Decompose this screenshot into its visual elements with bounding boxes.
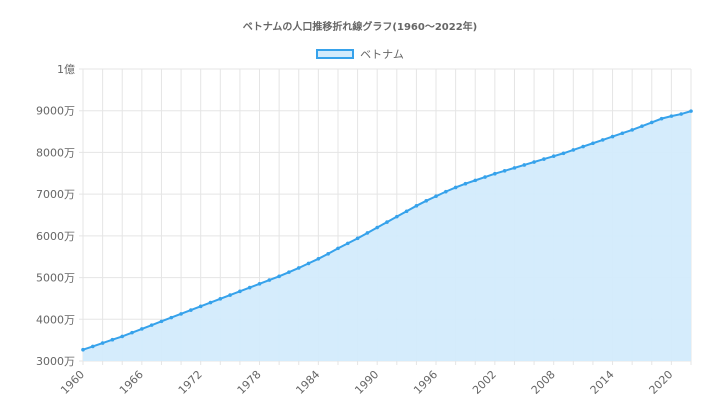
data-point: [355, 236, 360, 241]
data-point: [306, 261, 311, 266]
data-point: [198, 304, 203, 309]
data-point: [610, 134, 615, 139]
data-point: [561, 151, 566, 156]
data-point: [247, 285, 252, 290]
data-point: [326, 251, 330, 256]
x-tick-label: 1972: [176, 368, 205, 397]
data-point: [571, 148, 576, 152]
data-point: [336, 246, 340, 251]
data-point: [522, 163, 527, 167]
y-tick-label: 8000万: [36, 146, 75, 159]
data-point: [424, 199, 429, 203]
data-point: [542, 157, 546, 161]
x-tick-label: 2014: [588, 368, 617, 397]
data-point: [169, 315, 174, 320]
data-point: [473, 178, 478, 183]
data-point: [316, 257, 321, 261]
x-tick-label: 1990: [352, 368, 381, 397]
data-point: [345, 241, 350, 246]
data-point: [581, 144, 585, 149]
x-tick-label: 2002: [470, 368, 499, 397]
x-tick-label: 1984: [293, 368, 322, 397]
x-tick-label: 1978: [235, 368, 264, 397]
data-point: [375, 225, 379, 230]
data-point: [483, 175, 487, 179]
data-point: [620, 131, 625, 136]
chart-title: ベトナムの人口推移折れ線グラフ(1960〜2022年): [242, 22, 478, 33]
data-point: [591, 141, 595, 146]
data-point: [502, 168, 507, 173]
data-point: [296, 266, 301, 270]
data-point: [659, 116, 664, 121]
data-point: [100, 341, 105, 345]
y-tick-label: 1億: [57, 63, 75, 76]
area-fill: [83, 111, 691, 361]
data-point: [179, 312, 183, 316]
points: [81, 109, 693, 352]
data-point: [434, 194, 438, 199]
x-tick-label: 1996: [411, 368, 440, 397]
data-point: [669, 114, 674, 118]
data-point: [532, 160, 536, 164]
data-point: [630, 128, 634, 132]
data-point: [640, 124, 644, 128]
x-tick-label: 1966: [117, 368, 146, 397]
y-tick-label: 5000万: [36, 272, 75, 285]
legend-label: ベトナム: [360, 48, 404, 61]
data-point: [277, 274, 281, 279]
y-tick-label: 9000万: [36, 105, 75, 118]
data-point: [130, 330, 134, 335]
data-point: [257, 282, 262, 286]
x-tick-label: 2020: [647, 368, 676, 397]
data-point: [267, 278, 272, 282]
data-point: [110, 337, 115, 342]
data-point: [512, 166, 517, 170]
data-point: [463, 181, 468, 186]
data-point: [404, 209, 409, 214]
y-tick-label: 6000万: [36, 230, 75, 243]
data-point: [551, 154, 556, 158]
data-point: [287, 270, 291, 274]
data-point: [600, 138, 605, 142]
y-tick-label: 3000万: [36, 355, 75, 368]
data-point: [189, 308, 193, 312]
legend[interactable]: ベトナム: [0, 46, 720, 62]
data-point: [453, 185, 458, 190]
data-point: [208, 300, 213, 305]
y-tick-label: 4000万: [36, 313, 75, 326]
data-point: [414, 204, 419, 208]
data-point: [120, 334, 125, 339]
data-point: [689, 109, 693, 113]
data-point: [365, 231, 370, 235]
data-point: [228, 293, 232, 297]
data-point: [649, 120, 654, 125]
data-point: [81, 347, 85, 352]
data-point: [679, 112, 683, 116]
data-point: [385, 220, 389, 224]
legend-swatch: [316, 49, 355, 59]
data-point: [140, 327, 144, 331]
data-point: [218, 297, 223, 301]
x-tick-label: 2008: [529, 368, 558, 397]
x-tick-label: 1960: [58, 368, 87, 397]
data-point: [149, 323, 154, 327]
y-tick-label: 7000万: [36, 188, 75, 201]
data-point: [238, 289, 242, 294]
data-point: [395, 214, 399, 219]
data-point: [493, 171, 497, 176]
data-point: [444, 189, 448, 194]
data-point: [159, 319, 164, 324]
data-point: [91, 344, 95, 349]
